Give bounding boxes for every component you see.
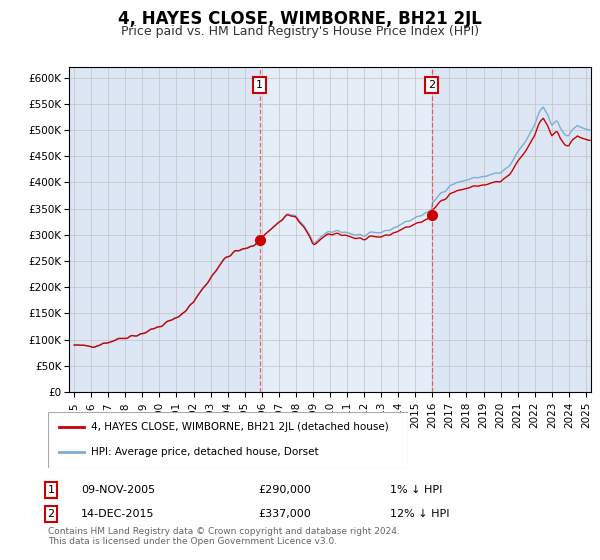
- Text: 09-NOV-2005: 09-NOV-2005: [81, 485, 155, 495]
- Text: 1% ↓ HPI: 1% ↓ HPI: [390, 485, 442, 495]
- Text: £337,000: £337,000: [258, 509, 311, 519]
- HPI: Average price, detached house, Dorset: (2.02e+03, 5.44e+05): Average price, detached house, Dorset: (…: [540, 104, 547, 110]
- 4, HAYES CLOSE, WIMBORNE, BH21 2JL (detached house): [280, 214, 287, 221]
- Text: £290,000: £290,000: [258, 485, 311, 495]
- Text: 2: 2: [47, 509, 55, 519]
- Text: 14-DEC-2015: 14-DEC-2015: [81, 509, 155, 519]
- Text: 2: 2: [428, 80, 435, 90]
- HPI: Average price, detached house, Dorset: (2.01e+03, 3.28e+05): Average price, detached house, Dorset: (…: [277, 217, 284, 224]
- HPI: Average price, detached house, Dorset: (2e+03, 2.34e+05): Average price, detached house, Dorset: (…: [214, 266, 221, 273]
- 4, HAYES CLOSE, WIMBORNE, BH21 2JL (detached house): [587, 137, 594, 144]
- 4, HAYES CLOSE, WIMBORNE, BH21 2JL (detached house): [181, 309, 188, 315]
- HPI: Average price, detached house, Dorset: (2e+03, 8.53e+04): Average price, detached house, Dorset: (…: [91, 344, 98, 351]
- 4, HAYES CLOSE, WIMBORNE, BH21 2JL (detached house): [540, 115, 547, 122]
- FancyBboxPatch shape: [48, 412, 408, 468]
- 4, HAYES CLOSE, WIMBORNE, BH21 2JL (detached house): [514, 158, 521, 165]
- Line: HPI: Average price, detached house, Dorset: HPI: Average price, detached house, Dors…: [74, 107, 590, 347]
- Text: 1: 1: [256, 80, 263, 90]
- Text: 4, HAYES CLOSE, WIMBORNE, BH21 2JL (detached house): 4, HAYES CLOSE, WIMBORNE, BH21 2JL (deta…: [91, 422, 389, 432]
- 4, HAYES CLOSE, WIMBORNE, BH21 2JL (detached house): [71, 342, 78, 348]
- Text: HPI: Average price, detached house, Dorset: HPI: Average price, detached house, Dors…: [91, 447, 319, 458]
- HPI: Average price, detached house, Dorset: (2.02e+03, 4.59e+05): Average price, detached house, Dorset: (…: [514, 148, 521, 155]
- Line: 4, HAYES CLOSE, WIMBORNE, BH21 2JL (detached house): 4, HAYES CLOSE, WIMBORNE, BH21 2JL (deta…: [74, 118, 590, 347]
- HPI: Average price, detached house, Dorset: (2e+03, 1.53e+05): Average price, detached house, Dorset: (…: [181, 309, 188, 315]
- 4, HAYES CLOSE, WIMBORNE, BH21 2JL (detached house): [91, 344, 98, 351]
- HPI: Average price, detached house, Dorset: (2.02e+03, 4.9e+05): Average price, detached house, Dorset: (…: [565, 132, 572, 139]
- Bar: [260, 67, 431, 392]
- Text: 4, HAYES CLOSE, WIMBORNE, BH21 2JL: 4, HAYES CLOSE, WIMBORNE, BH21 2JL: [118, 10, 482, 28]
- Text: Price paid vs. HM Land Registry's House Price Index (HPI): Price paid vs. HM Land Registry's House …: [121, 25, 479, 38]
- 4, HAYES CLOSE, WIMBORNE, BH21 2JL (detached house): [277, 218, 284, 225]
- Text: 12% ↓ HPI: 12% ↓ HPI: [390, 509, 449, 519]
- 4, HAYES CLOSE, WIMBORNE, BH21 2JL (detached house): [565, 142, 572, 149]
- Text: 1: 1: [47, 485, 55, 495]
- HPI: Average price, detached house, Dorset: (2.01e+03, 3.33e+05): Average price, detached house, Dorset: (…: [280, 214, 287, 221]
- Text: Contains HM Land Registry data © Crown copyright and database right 2024.
This d: Contains HM Land Registry data © Crown c…: [48, 526, 400, 546]
- HPI: Average price, detached house, Dorset: (2.03e+03, 5e+05): Average price, detached house, Dorset: (…: [587, 127, 594, 133]
- HPI: Average price, detached house, Dorset: (2e+03, 8.94e+04): Average price, detached house, Dorset: (…: [71, 342, 78, 348]
- 4, HAYES CLOSE, WIMBORNE, BH21 2JL (detached house): [214, 265, 221, 272]
